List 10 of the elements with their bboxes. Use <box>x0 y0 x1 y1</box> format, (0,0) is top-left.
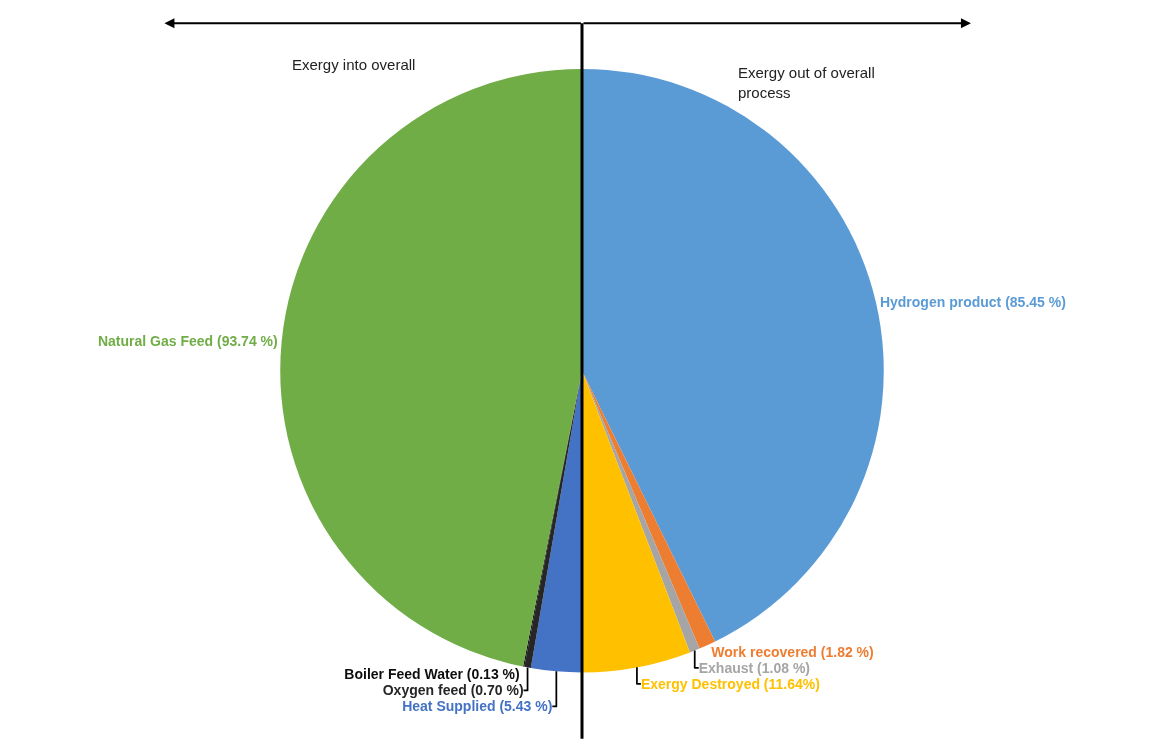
slice-label: Hydrogen product (85.45 %) <box>879 293 1066 310</box>
slice-label: Heat Supplied (5.43 %) <box>402 698 553 715</box>
slice-label: Natural Gas Feed (93.74 %) <box>97 332 278 349</box>
slice-label: Oxygen feed (0.70 %) <box>382 682 524 699</box>
slice-label: Exhaust (1.08 %) <box>698 659 810 676</box>
text: Exergy out of overall process <box>738 64 875 101</box>
slice-label: Boiler Feed Water (0.13 %) <box>344 666 520 683</box>
slice-label: Work recovered (1.82 %) <box>711 643 874 660</box>
slice-label: Exergy Destroyed (11.64%) <box>640 675 820 692</box>
text: Exergy into overall <box>292 56 416 73</box>
